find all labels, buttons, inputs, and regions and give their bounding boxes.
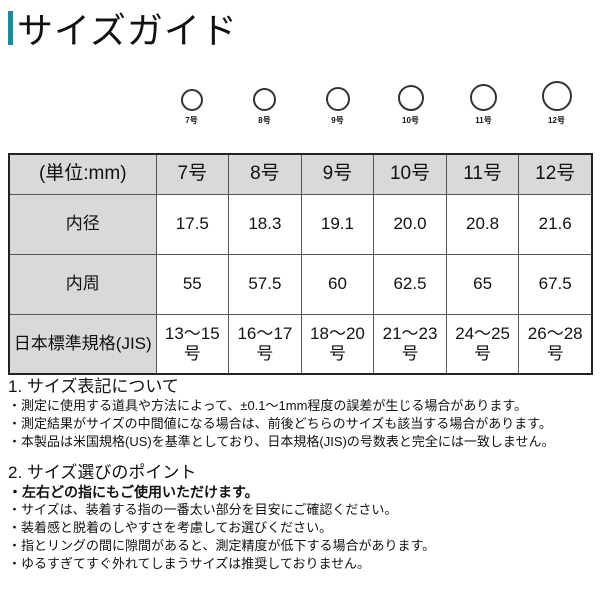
- title-accent-bar: [8, 11, 13, 45]
- notes: 1. サイズ表記について ・測定に使用する道具や方法によって、±0.1〜1mm程…: [8, 377, 554, 573]
- ring-item: 11号: [447, 70, 520, 126]
- table-cell: 67.5: [518, 253, 593, 315]
- ring-icon: [325, 87, 350, 111]
- section-2-title: 2. サイズ選びのポイント: [8, 463, 197, 482]
- ring-item: 8号: [228, 70, 301, 126]
- note-line: ・本製品は米国規格(US)を基準としており、日本規格(JIS)の号数表と完全には…: [8, 434, 555, 449]
- size-table: (単位:mm) 7号 8号 9号 10号 11号 12号 内径 17.5 18.3 1…: [8, 153, 593, 375]
- table-cell: 57.5: [228, 253, 302, 315]
- note-line: ・測定に使用する道具や方法によって、±0.1〜1mm程度の誤差が生じる場合があり…: [8, 398, 528, 413]
- table-cell: 20.8: [445, 193, 520, 255]
- row-header: 日本標準規格(JIS): [8, 313, 157, 375]
- table-header-row: (単位:mm) 7号 8号 9号 10号 11号 12号: [8, 153, 593, 195]
- note-line: ・装着感と脱着のしやすさを考慮してお選びください。: [8, 520, 333, 535]
- row-header: 内径: [8, 193, 157, 255]
- ring-icon: [397, 85, 424, 111]
- header-cell: 9号: [300, 153, 375, 195]
- note-line: ・指とリングの間に隙間があると、測定精度が低下する場合があります。: [8, 538, 436, 553]
- table-cell: 18.3: [228, 193, 302, 255]
- table-cell: 21.6: [518, 193, 593, 255]
- header-cell: 8号: [228, 153, 302, 195]
- ring-item: 12号: [520, 70, 593, 126]
- ring-icon: [470, 84, 497, 111]
- header-cell: 12号: [518, 153, 593, 195]
- header-cell: 11号: [445, 153, 520, 195]
- ring-icon: [253, 88, 276, 111]
- table-row: 内周 55 57.5 60 62.5 65 67.5: [8, 253, 593, 315]
- table-cell: 13〜15号: [155, 313, 230, 375]
- table-cell: 60: [300, 253, 375, 315]
- table-row: 内径 17.5 18.3 19.1 20.0 20.8 21.6: [8, 193, 593, 255]
- ring-size-illustrations: 7号 8号 9号 10号 11号 12号: [155, 70, 593, 130]
- table-cell: 55: [155, 253, 230, 315]
- note-line: ・ゆるすぎてすぐ外れてしまうサイズは推奨しておりません。: [8, 556, 371, 571]
- table-cell: 62.5: [373, 253, 447, 315]
- ring-label: 10号: [402, 116, 419, 125]
- note-line: ・測定結果がサイズの中間値になる場合は、前後どちらのサイズも該当する場合がありま…: [8, 416, 552, 431]
- ring-label: 12号: [548, 116, 565, 125]
- table-cell: 20.0: [373, 193, 447, 255]
- ring-item: 10号: [374, 70, 447, 126]
- table-row: 日本標準規格(JIS) 13〜15号 16〜17号 18〜20号 21〜23号 24〜25…: [8, 313, 593, 375]
- ring-item: 9号: [301, 70, 374, 126]
- header-cell: 7号: [155, 153, 230, 195]
- section-1-title: 1. サイズ表記について: [8, 377, 179, 396]
- note-line-bold: ・左右どの指にもご使用いただけます。: [8, 484, 259, 500]
- table-cell: 24〜25号: [445, 313, 520, 375]
- table-cell: 65: [445, 253, 520, 315]
- header-cell: 10号: [373, 153, 447, 195]
- table-cell: 26〜28号: [518, 313, 593, 375]
- ring-label: 8号: [258, 116, 271, 125]
- page-title: サイズガイド: [8, 5, 238, 51]
- table-cell: 17.5: [155, 193, 230, 255]
- note-line: ・サイズは、装着する指の一番太い部分を目安にご確認ください。: [8, 502, 398, 517]
- unit-header: (単位:mm): [8, 153, 157, 195]
- table-cell: 18〜20号: [300, 313, 375, 375]
- ring-label: 9号: [331, 116, 344, 125]
- table-cell: 16〜17号: [228, 313, 302, 375]
- table-cell: 19.1: [300, 193, 375, 255]
- ring-icon: [541, 81, 572, 111]
- ring-label: 7号: [185, 116, 198, 125]
- ring-label: 11号: [475, 116, 492, 125]
- ring-icon: [180, 89, 203, 111]
- row-header: 内周: [8, 253, 157, 315]
- table-cell: 21〜23号: [373, 313, 447, 375]
- ring-item: 7号: [155, 70, 228, 126]
